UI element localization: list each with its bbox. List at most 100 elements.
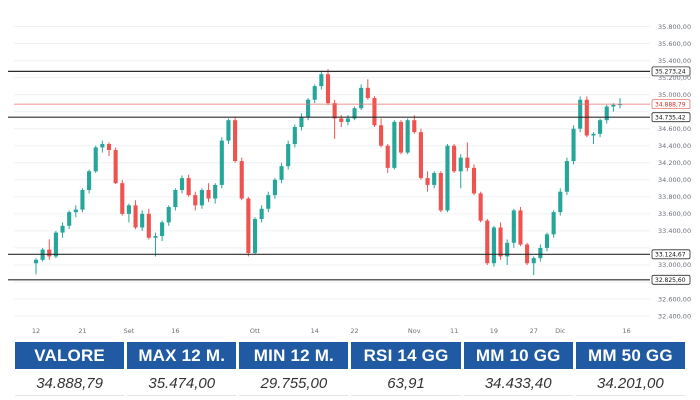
candle-body [604,106,609,121]
candle-body [47,249,52,257]
candle-body [538,247,543,259]
x-tick-label: 12 [32,327,40,335]
x-tick-label: Set [124,327,135,335]
candle-body [571,128,576,162]
candle [352,106,357,121]
stat-value-rsi-14gg: 63,91 [351,371,461,396]
candle [173,188,178,211]
candle-body [518,210,523,245]
candle-body [531,258,536,264]
candle [93,145,98,173]
candle-body [113,149,118,184]
candle-body [478,193,483,221]
candle [272,178,277,199]
x-tick-label: Nov [408,327,421,335]
candle [193,191,198,211]
y-tick-label: 33.400,00 [658,227,691,235]
candle-body [266,195,271,209]
candle [312,84,317,104]
candle [80,188,85,213]
candle-body [146,213,151,238]
candle-body [199,190,204,206]
candlestick-chart: 12 21 Set 16 Ott 14 22 Nov 11 19 27 Dic 16 35.273,24… [8,23,691,335]
candle-body [126,205,131,214]
stat-value-mm-10gg: 34.433,40 [463,371,573,396]
level-tag [651,249,691,260]
candle [292,124,297,148]
candle-body [617,104,623,106]
candle-body [186,178,191,196]
candle [106,142,112,156]
candle [432,171,437,189]
candle-body [67,212,72,226]
candle-body [292,126,297,145]
chart-svg: 12 21 Set 16 Ott 14 22 Nov 11 19 27 Dic 16 35.273,24… [8,23,691,335]
x-tick-label: 11 [450,327,458,335]
candle-body [140,213,145,228]
candle-body [239,161,244,199]
candle [445,144,450,213]
level-tag [651,274,691,285]
candle [398,120,404,155]
candle-body [398,121,404,153]
candle [53,230,58,259]
y-tick-label: 34.600,00 [658,125,691,133]
candle [365,79,370,100]
y-tick-label: 34.400,00 [658,142,691,150]
candle-body [166,207,171,223]
stat-value-mm-50gg: 34.201,00 [575,371,685,396]
y-tick-label: 33.800,00 [658,193,691,201]
candle-body [306,99,311,117]
candle-body [558,191,563,213]
stat-header-rsi-14gg: RSI 14 GG [351,342,461,369]
candle [113,147,118,185]
candle-body [498,227,503,257]
candle [166,205,171,226]
candle [100,140,105,153]
candle [286,140,291,170]
y-tick-label: 34.200,00 [658,159,691,167]
candle [146,208,151,240]
candle-body [551,212,556,235]
candle-body [458,157,463,172]
y-tick-label: 33.000,00 [658,261,691,269]
candle [598,118,603,138]
candle-body [153,235,158,238]
candle [199,188,204,209]
candle [153,232,158,257]
candle-body [598,120,603,134]
candle-body [365,87,370,99]
candle-body [438,172,443,211]
level-tag [651,66,691,77]
candle [558,188,563,216]
candle [246,196,251,257]
x-tick-label: 21 [78,327,86,335]
candle-body [392,121,397,168]
candle [206,183,211,202]
x-tick-label: Ott [250,327,261,335]
x-tick-label: 14 [311,327,319,335]
candle-body [53,232,58,257]
candle [518,207,523,247]
candle-body [213,184,218,199]
candle [564,157,569,196]
candle-body [471,167,477,194]
candle [485,218,490,265]
candle-body [246,198,251,254]
candle-body [418,132,423,179]
candle [491,225,496,267]
candle [133,200,138,230]
candle-body [93,147,98,172]
candle-body [319,74,324,87]
level-label: 34.735,42 [655,114,686,121]
x-tick-label: 16 [622,327,630,335]
candle [392,120,397,170]
candle-body [372,98,377,126]
candle [219,137,224,189]
candle [259,205,264,223]
candle-body [359,87,364,109]
candle [226,118,231,145]
candle [379,118,384,148]
candle-body [412,120,417,133]
candle-body [445,145,450,211]
